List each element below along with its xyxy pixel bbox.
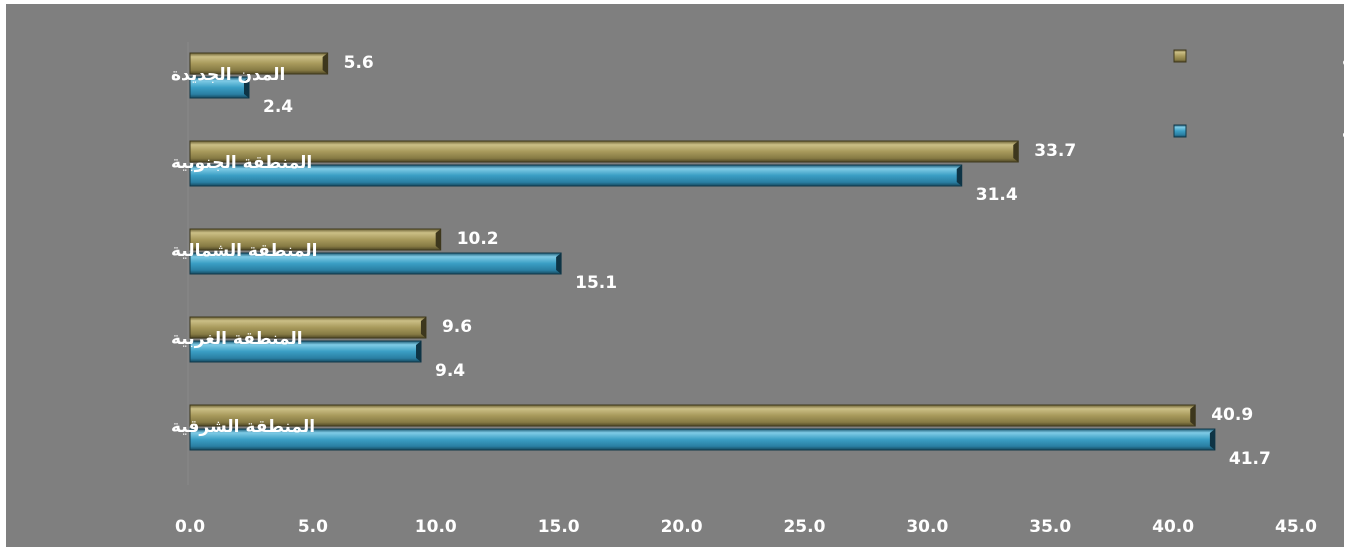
x-tick-label: 25.0	[783, 517, 825, 537]
x-tick-label: 10.0	[415, 517, 457, 537]
category-label: المدن الجديدة	[171, 65, 285, 85]
data-label: 9.6	[442, 317, 472, 337]
x-tick-label: 30.0	[906, 517, 948, 537]
data-label: 10.2	[457, 229, 499, 249]
legend-swatch-children	[1173, 49, 1187, 63]
bar-chart: المدن الجديدة 5.6 2.4 المنطقة الجنوبية 33.7 3…	[171, 42, 1344, 537]
category-label: المنطقة الجنوبية	[171, 153, 312, 173]
chart-area: المدن الجديدة 5.6 2.4 المنطقة الجنوبية 33.7 3…	[6, 4, 1344, 547]
x-tick-label: 35.0	[1029, 517, 1071, 537]
bar-end-bevel	[1209, 429, 1215, 450]
bar-end-bevel	[416, 341, 422, 362]
bars-layer	[189, 52, 1216, 451]
legend: نسبة الاطفال نسبة الحضانات	[1173, 48, 1344, 142]
legend-label: نسبة الاطفال	[1342, 48, 1344, 67]
bar-end-bevel	[420, 317, 426, 338]
bar-end-bevel	[556, 253, 562, 274]
data-label: 41.7	[1229, 449, 1271, 469]
data-label: 40.9	[1211, 405, 1253, 425]
bar-nurseries	[189, 428, 1216, 451]
legend-label: نسبة الحضانات	[1342, 123, 1344, 142]
data-label: 2.4	[263, 97, 293, 117]
bar-children	[189, 140, 1019, 163]
category-label: المنطقة الغربية	[171, 329, 303, 349]
x-tick-label: 40.0	[1152, 517, 1194, 537]
data-label: 15.1	[575, 273, 617, 293]
data-label: 33.7	[1034, 141, 1076, 161]
bar-end-bevel	[435, 229, 441, 250]
bar-end-bevel	[956, 165, 962, 186]
x-tick-label: 45.0	[1275, 517, 1317, 537]
legend-swatch-nurseries	[1173, 124, 1187, 138]
category-label: المنطقة الشمالية	[171, 241, 318, 261]
data-label: 9.4	[435, 361, 465, 381]
labels-layer: المدن الجديدة 5.6 2.4 المنطقة الجنوبية 33.7 3…	[171, 53, 1317, 537]
data-label: 5.6	[344, 53, 374, 73]
bar-end-bevel	[1190, 405, 1196, 426]
bar-nurseries	[189, 340, 422, 363]
bar-end-bevel	[243, 77, 249, 98]
x-tick-label: 20.0	[661, 517, 703, 537]
bar-end-bevel	[322, 53, 328, 74]
x-tick-label: 15.0	[538, 517, 580, 537]
x-tick-label: 5.0	[298, 517, 328, 537]
bar-end-bevel	[1013, 141, 1019, 162]
category-label: المنطقة الشرقية	[171, 417, 315, 437]
bar-children	[189, 404, 1196, 427]
x-tick-label: 0.0	[175, 517, 205, 537]
data-label: 31.4	[976, 185, 1018, 205]
